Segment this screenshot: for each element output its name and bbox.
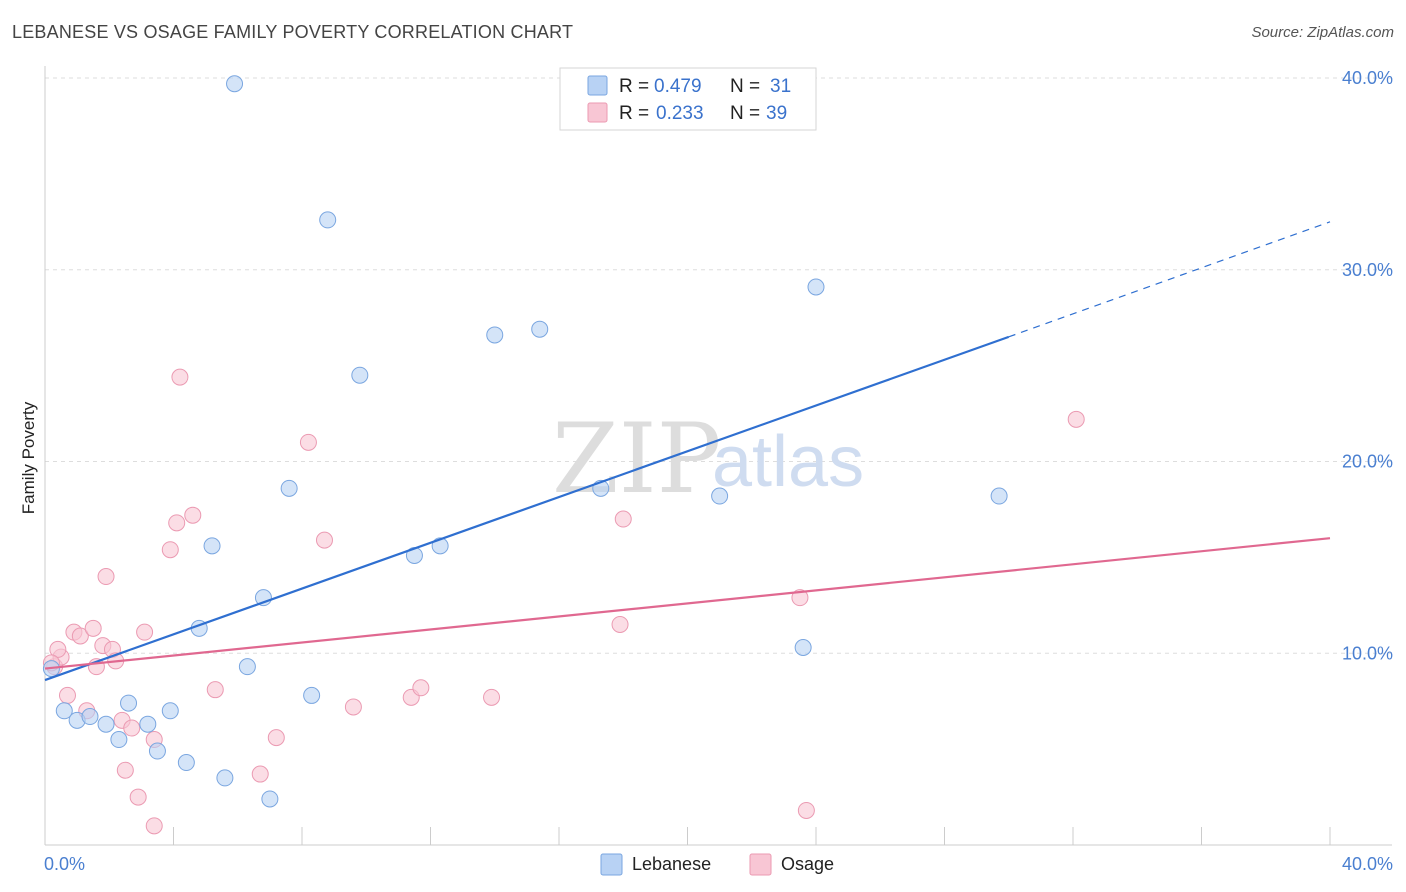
legend-lebanese-r: 0.479 — [654, 76, 702, 97]
osage-point — [315, 531, 333, 549]
lebanese-point — [261, 790, 279, 808]
lebanese-point — [486, 326, 504, 344]
legend-n-label: N = — [730, 103, 760, 124]
bottom-legend-lebanese-label: Lebanese — [632, 854, 711, 874]
osage-point — [184, 506, 202, 524]
osage-point — [168, 514, 186, 532]
osage-point — [161, 541, 179, 559]
osage-point — [129, 788, 147, 806]
lebanese-point — [81, 708, 99, 726]
lebanese-point — [148, 742, 166, 760]
y-axis-title: Family Poverty — [19, 401, 38, 514]
osage-point — [145, 817, 163, 835]
osage-point — [206, 681, 224, 699]
lebanese-point — [303, 686, 321, 704]
osage-point — [344, 698, 362, 716]
lebanese-point — [319, 211, 337, 229]
osage-point — [71, 627, 89, 645]
osage-point — [267, 729, 285, 747]
lebanese-point — [807, 278, 825, 296]
legend-osage-r: 0.233 — [656, 103, 704, 124]
osage-point — [1067, 410, 1085, 428]
lebanese-point — [990, 487, 1008, 505]
osage-point — [251, 765, 269, 783]
lebanese-points — [42, 75, 1008, 808]
osage-point — [116, 761, 134, 779]
x-tick-label: 40.0% — [1342, 854, 1393, 874]
osage-point — [614, 510, 632, 528]
legend-lebanese-n: 31 — [770, 76, 791, 97]
lebanese-point — [55, 702, 73, 720]
bottom-legend-osage-label: Osage — [781, 854, 834, 874]
legend-n-label: N = — [730, 76, 760, 97]
bottom-legend: Lebanese Osage — [600, 853, 834, 876]
lebanese-point — [226, 75, 244, 93]
osage-trend-line — [44, 537, 1331, 670]
osage-point — [483, 688, 501, 706]
osage-point — [58, 686, 76, 704]
legend-lebanese-swatch — [587, 75, 608, 96]
lebanese-point — [280, 479, 298, 497]
grid-lines — [45, 77, 1392, 654]
x-tick-label: 0.0% — [44, 854, 85, 874]
lebanese-point — [97, 715, 115, 733]
osage-point — [97, 568, 115, 586]
osage-point — [171, 368, 189, 386]
x-tick-labels: 0.0% 40.0% — [44, 854, 1393, 874]
y-tick-label: 10.0% — [1342, 643, 1393, 663]
osage-point — [123, 719, 141, 737]
lebanese-point — [216, 769, 234, 787]
osage-point — [797, 801, 815, 819]
watermark: ZIP atlas — [552, 403, 864, 515]
lebanese-point — [351, 366, 369, 384]
lebanese-point — [120, 694, 138, 712]
lebanese-trend-extension — [1008, 221, 1331, 338]
legend-r-label: R = — [619, 76, 649, 97]
source-label: Source: ZipAtlas.com — [1251, 24, 1394, 41]
watermark-atlas: atlas — [712, 422, 864, 502]
osage-point — [299, 433, 317, 451]
y-tick-label: 30.0% — [1342, 260, 1393, 280]
lebanese-point — [161, 702, 179, 720]
y-tick-labels: 10.0% 20.0% 30.0% 40.0% — [1342, 68, 1393, 663]
bottom-legend-lebanese-swatch — [600, 853, 623, 876]
lebanese-point — [711, 487, 729, 505]
trend-lines — [44, 221, 1331, 682]
top-legend: R = 0.479 N = 31 R = 0.233 N = 39 — [559, 67, 817, 131]
osage-point — [136, 623, 154, 641]
osage-point — [791, 589, 809, 607]
lebanese-point — [238, 658, 256, 676]
y-tick-label: 40.0% — [1342, 68, 1393, 88]
lebanese-point — [177, 754, 195, 772]
watermark-zip: ZIP — [552, 403, 721, 515]
axes — [44, 66, 1392, 846]
lebanese-point — [110, 731, 128, 749]
lebanese-point — [531, 320, 549, 338]
osage-point — [412, 679, 430, 697]
legend-osage-n: 39 — [766, 103, 787, 124]
lebanese-point — [203, 537, 221, 555]
chart-title: LEBANESE VS OSAGE FAMILY POVERTY CORRELA… — [12, 22, 574, 42]
lebanese-point — [139, 715, 157, 733]
y-tick-label: 20.0% — [1342, 452, 1393, 472]
legend-osage-swatch — [587, 102, 608, 123]
osage-point — [611, 615, 629, 633]
legend-r-label: R = — [619, 103, 649, 124]
osage-point — [84, 619, 102, 637]
lebanese-trend-line — [44, 335, 1010, 682]
bottom-legend-osage-swatch — [749, 853, 772, 876]
lebanese-point — [794, 638, 812, 656]
